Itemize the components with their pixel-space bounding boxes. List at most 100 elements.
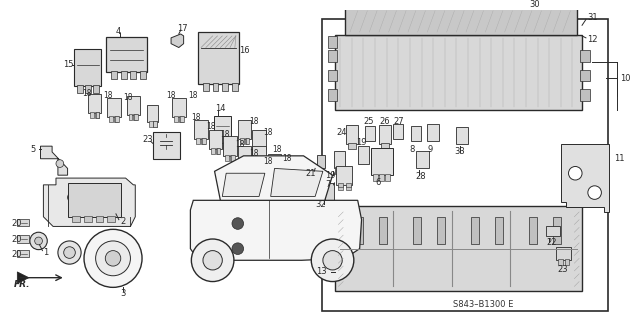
Text: 23: 23 bbox=[558, 265, 568, 274]
Bar bbox=[223, 137, 237, 156]
Bar bbox=[127, 96, 140, 115]
Text: 12: 12 bbox=[587, 35, 597, 44]
Bar bbox=[254, 148, 258, 154]
Bar bbox=[259, 177, 263, 183]
Bar bbox=[216, 142, 220, 149]
Bar bbox=[385, 174, 390, 181]
Text: 20: 20 bbox=[12, 235, 22, 244]
Bar bbox=[252, 130, 266, 149]
Bar bbox=[358, 146, 369, 164]
Bar bbox=[254, 165, 258, 170]
Bar bbox=[345, 8, 577, 35]
Text: 16: 16 bbox=[239, 46, 250, 55]
Text: 13: 13 bbox=[316, 267, 327, 276]
Text: 18: 18 bbox=[206, 122, 216, 131]
Circle shape bbox=[588, 186, 602, 199]
Bar bbox=[260, 177, 264, 183]
Bar bbox=[106, 37, 147, 72]
Text: 7: 7 bbox=[326, 180, 331, 189]
Bar bbox=[580, 70, 590, 81]
Bar bbox=[134, 114, 138, 120]
Bar bbox=[269, 172, 273, 178]
Bar bbox=[335, 206, 582, 291]
Text: 18: 18 bbox=[191, 113, 201, 122]
Bar bbox=[348, 143, 356, 149]
Text: 18: 18 bbox=[250, 149, 259, 159]
Bar bbox=[238, 120, 252, 139]
Polygon shape bbox=[40, 146, 68, 175]
Bar bbox=[580, 50, 590, 62]
Bar bbox=[214, 116, 231, 143]
Text: 9: 9 bbox=[428, 145, 433, 153]
Bar bbox=[108, 216, 115, 222]
Bar bbox=[85, 85, 91, 93]
Bar bbox=[174, 116, 178, 122]
Text: 18: 18 bbox=[220, 130, 230, 139]
Bar bbox=[198, 32, 239, 84]
Bar bbox=[335, 35, 582, 110]
Bar bbox=[244, 165, 248, 170]
Bar bbox=[109, 116, 113, 122]
Circle shape bbox=[106, 251, 121, 266]
Text: 23: 23 bbox=[142, 135, 153, 144]
Bar bbox=[428, 124, 439, 141]
Bar bbox=[203, 83, 209, 91]
Bar bbox=[95, 112, 99, 118]
Text: 18: 18 bbox=[124, 93, 133, 102]
Bar bbox=[84, 216, 92, 222]
Bar bbox=[140, 71, 146, 79]
Circle shape bbox=[203, 251, 222, 270]
Bar bbox=[196, 138, 200, 144]
Text: S843–B1300 E: S843–B1300 E bbox=[453, 300, 514, 309]
Bar bbox=[108, 98, 121, 117]
Circle shape bbox=[311, 239, 354, 282]
Bar bbox=[223, 142, 227, 149]
Bar bbox=[238, 146, 252, 166]
Circle shape bbox=[56, 160, 64, 167]
Circle shape bbox=[58, 241, 81, 264]
Bar bbox=[209, 130, 222, 149]
Bar bbox=[260, 148, 264, 154]
Circle shape bbox=[568, 167, 582, 180]
Bar bbox=[337, 166, 352, 185]
Bar bbox=[275, 172, 280, 178]
Text: 14: 14 bbox=[216, 104, 226, 113]
Bar bbox=[394, 124, 403, 139]
Text: 18: 18 bbox=[273, 145, 282, 153]
Bar bbox=[259, 165, 263, 170]
Bar bbox=[346, 125, 358, 144]
Polygon shape bbox=[222, 173, 265, 197]
Bar bbox=[180, 116, 184, 122]
Circle shape bbox=[64, 247, 76, 258]
Bar bbox=[346, 183, 351, 187]
Bar bbox=[179, 116, 182, 122]
Bar bbox=[268, 154, 282, 173]
Bar bbox=[153, 121, 157, 127]
Bar bbox=[254, 177, 258, 183]
Bar bbox=[328, 36, 337, 48]
Bar bbox=[580, 89, 590, 101]
Text: 19: 19 bbox=[325, 171, 335, 180]
Text: 20: 20 bbox=[12, 250, 22, 259]
Bar bbox=[259, 148, 263, 154]
Bar bbox=[129, 114, 132, 120]
Text: 3: 3 bbox=[121, 289, 126, 298]
Bar bbox=[74, 49, 101, 86]
Bar bbox=[240, 165, 244, 170]
Bar bbox=[68, 183, 121, 217]
Text: 8: 8 bbox=[409, 145, 414, 153]
Bar bbox=[246, 138, 250, 144]
Bar bbox=[547, 226, 560, 236]
Circle shape bbox=[97, 197, 106, 207]
Bar bbox=[365, 126, 375, 141]
Text: 6: 6 bbox=[375, 178, 380, 188]
Text: 4: 4 bbox=[116, 26, 121, 36]
Text: 17: 17 bbox=[177, 24, 188, 33]
Polygon shape bbox=[561, 144, 609, 212]
Bar bbox=[230, 155, 234, 161]
Bar bbox=[153, 121, 157, 127]
Bar bbox=[328, 50, 337, 62]
Text: 10: 10 bbox=[620, 74, 630, 83]
Bar bbox=[195, 120, 208, 139]
Circle shape bbox=[35, 237, 42, 245]
